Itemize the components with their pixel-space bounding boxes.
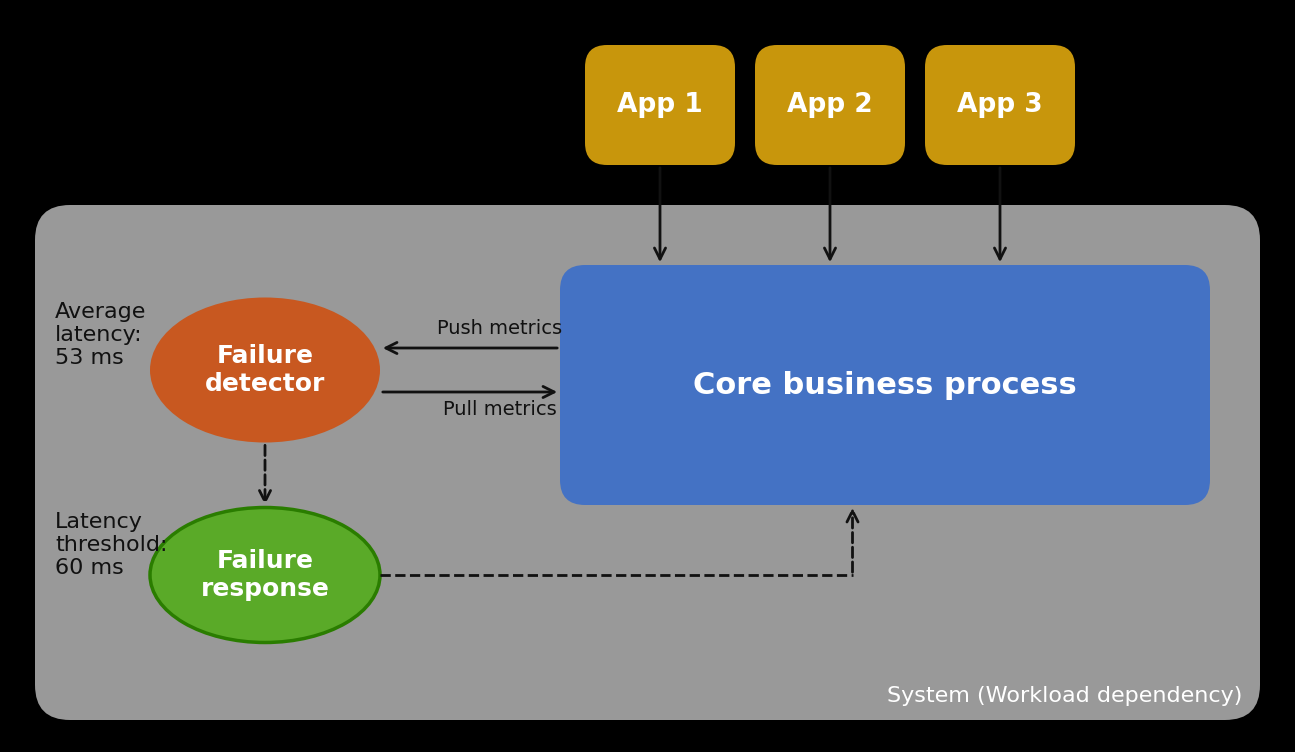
FancyBboxPatch shape — [559, 265, 1210, 505]
FancyBboxPatch shape — [755, 45, 905, 165]
Text: App 3: App 3 — [957, 92, 1042, 118]
FancyBboxPatch shape — [35, 205, 1260, 720]
Text: App 2: App 2 — [787, 92, 873, 118]
Ellipse shape — [150, 298, 379, 442]
Text: Failure
detector: Failure detector — [205, 344, 325, 396]
Text: Average
latency:
53 ms: Average latency: 53 ms — [54, 302, 146, 368]
FancyBboxPatch shape — [925, 45, 1075, 165]
Text: App 1: App 1 — [618, 92, 703, 118]
Text: Failure
response: Failure response — [201, 549, 329, 601]
Text: Push metrics: Push metrics — [438, 319, 562, 338]
Text: System (Workload dependency): System (Workload dependency) — [887, 686, 1242, 706]
FancyBboxPatch shape — [585, 45, 736, 165]
Text: Core business process: Core business process — [693, 371, 1077, 399]
Text: Latency
threshold:
60 ms: Latency threshold: 60 ms — [54, 512, 167, 578]
Ellipse shape — [150, 508, 379, 642]
Text: Pull metrics: Pull metrics — [443, 400, 557, 419]
